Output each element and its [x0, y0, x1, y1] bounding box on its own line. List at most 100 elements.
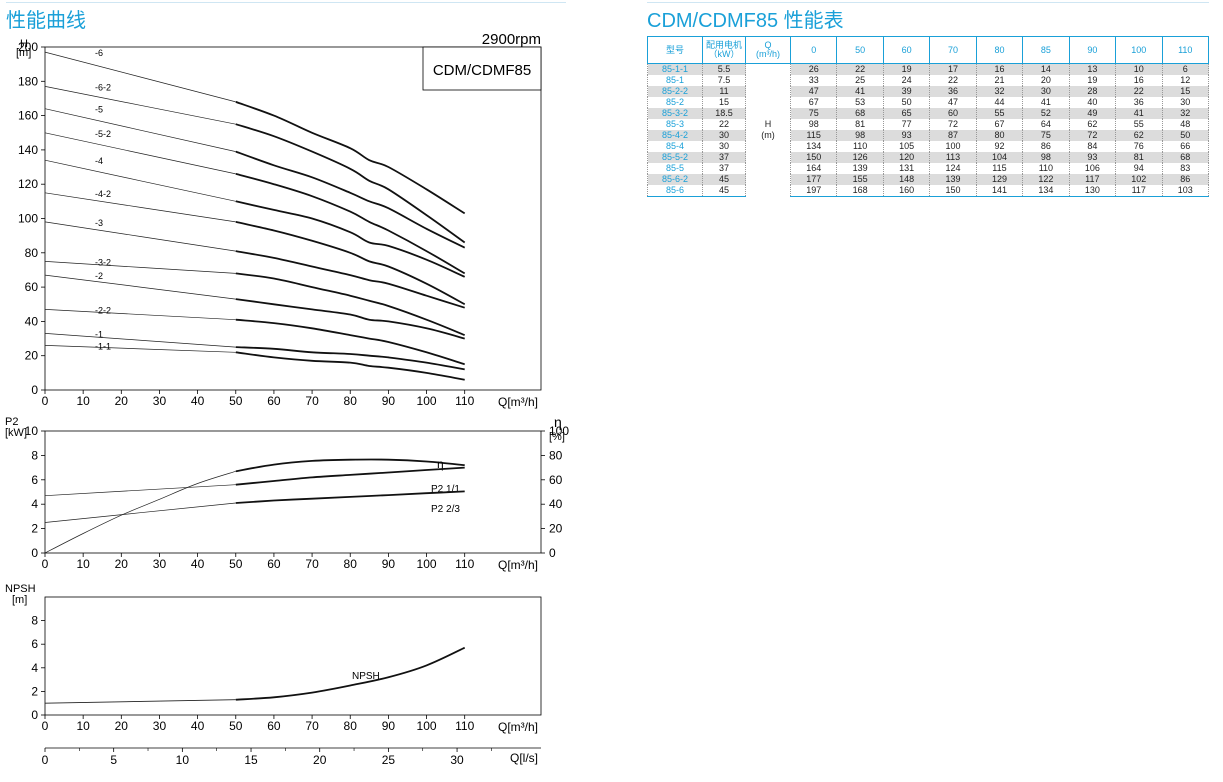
y-tick-label: 120: [18, 177, 38, 191]
hq-curve-idle: [44, 159, 236, 202]
y-tick-label: 8: [31, 448, 38, 462]
motor-kw-cell: 7.5: [702, 75, 746, 86]
head-value-cell: 98: [1022, 152, 1070, 163]
head-value-cell: 75: [1022, 130, 1070, 141]
hq-curve-operating: [235, 173, 466, 275]
x-tick-label: 40: [191, 719, 205, 733]
y2-axis-label: η: [554, 414, 562, 430]
series-label: -1-1: [95, 341, 111, 351]
head-unit: (m): [761, 130, 775, 141]
x-tick-label: 60: [267, 394, 281, 408]
table-row: 85-5 37 164 139 131 124 115 110 106 94 83: [647, 163, 1209, 174]
model-cell: 85-1: [647, 75, 703, 86]
series-label: -4: [95, 156, 103, 166]
x-axis-label: Q[m³/h]: [498, 395, 538, 409]
model-cell: 85-6-2: [647, 174, 703, 185]
y-tick-label: 60: [25, 280, 39, 294]
hq-curve-operating: [235, 250, 465, 309]
head-value-cell: 10: [1115, 63, 1163, 75]
series-label: P2 1/1: [431, 484, 460, 495]
y2-tick-label: 100: [549, 424, 569, 438]
x-tick-label: 30: [153, 719, 167, 733]
head-value-cell: 110: [1022, 163, 1070, 174]
head-value-cell: 150: [929, 185, 977, 197]
header-flow-50: 50: [836, 36, 884, 64]
performance-table: 型号 配用电机 （kW） Q (m³/h) 0 50 60 70 80 85 90 100 110 …: [647, 36, 1209, 197]
head-value-cell: 47: [789, 86, 838, 97]
table-row: 85-2-2 11 47 41 39 36 32 30 28 22 15: [647, 86, 1209, 97]
head-value-cell: 64: [1022, 119, 1070, 130]
head-value-cell: 22: [1115, 86, 1163, 97]
hq-curve-operating: [235, 200, 466, 278]
table-row: 85-6-2 45 177 155 148 139 129 122 117 102 86: [647, 174, 1209, 185]
y2-tick-label: 60: [549, 473, 563, 487]
model-cell: 85-2: [647, 97, 703, 108]
model-cell: 85-3: [647, 119, 703, 130]
y-tick-label: 0: [31, 546, 38, 560]
head-value-cell: 49: [1068, 108, 1117, 119]
head-value-cell: 52: [1022, 108, 1070, 119]
y-tick-label: 0: [31, 383, 38, 397]
head-value-cell: 86: [1022, 141, 1070, 152]
head-label: H: [764, 119, 772, 130]
model-cell: 85-5: [647, 163, 703, 174]
header-q: Q (m³/h): [745, 36, 791, 64]
npsh-curve-idle: [44, 699, 236, 704]
secondary-x-tick-label: 5: [110, 753, 117, 767]
head-value-cell: 102: [1115, 174, 1163, 185]
head-value-cell: 13: [1068, 63, 1117, 75]
x-tick-label: 30: [153, 394, 167, 408]
head-value-cell: 65: [882, 108, 931, 119]
hq-curve-idle: [44, 86, 236, 125]
x-tick-label: 90: [382, 394, 396, 408]
head-value-cell: 197: [789, 185, 838, 197]
header-flow-80: 80: [975, 36, 1024, 64]
table-row: 85-3-2 18.5 75 68 65 60 55 52 49 41 32: [647, 108, 1209, 119]
head-value-cell: 98: [836, 130, 884, 141]
power-curve-operating: [235, 490, 465, 504]
header-flow-70: 70: [929, 36, 977, 64]
head-value-cell: 94: [1115, 163, 1163, 174]
head-unit-cell: H (m): [745, 63, 791, 197]
power-curve-idle: [44, 502, 236, 523]
header-flow-85: 85: [1022, 36, 1070, 64]
x-tick-label: 20: [115, 394, 129, 408]
head-value-cell: 164: [789, 163, 838, 174]
secondary-x-tick-label: 0: [42, 753, 49, 767]
head-value-cell: 113: [929, 152, 977, 163]
hq-curve-idle: [44, 221, 236, 252]
head-value-cell: 16: [1115, 75, 1163, 86]
series-label: -4-2: [95, 189, 111, 199]
head-value-cell: 33: [789, 75, 838, 86]
head-value-cell: 72: [929, 119, 977, 130]
table-row: 85-1 7.5 33 25 24 22 21 20 19 16 12: [647, 75, 1209, 86]
head-value-cell: 129: [975, 174, 1024, 185]
x-tick-label: 100: [417, 719, 437, 733]
head-value-cell: 80: [975, 130, 1024, 141]
head-value-cell: 28: [1068, 86, 1117, 97]
head-value-cell: 106: [1068, 163, 1117, 174]
head-value-cell: 131: [882, 163, 931, 174]
series-label: -1: [95, 329, 103, 339]
head-value-cell: 30: [1022, 86, 1070, 97]
head-value-cell: 67: [789, 97, 838, 108]
head-value-cell: 41: [836, 86, 884, 97]
motor-kw-cell: 18.5: [702, 108, 746, 119]
motor-kw-cell: 30: [702, 130, 746, 141]
x-tick-label: 110: [455, 557, 474, 571]
head-value-cell: 36: [929, 86, 977, 97]
head-value-cell: 110: [836, 141, 884, 152]
y-tick-label: 2: [31, 684, 38, 698]
header-q-unit: (m³/h): [756, 49, 780, 59]
head-value-cell: 68: [836, 108, 884, 119]
header-flow-110: 110: [1161, 36, 1209, 64]
y-tick-label: 2: [31, 522, 38, 536]
series-label: -5: [95, 105, 103, 115]
model-cell: 85-4-2: [647, 130, 703, 141]
head-value-cell: 55: [1115, 119, 1163, 130]
title-rule-left: [6, 2, 566, 3]
head-value-cell: 72: [1068, 130, 1117, 141]
performance-charts: 0 10 20 30 40 50 60 70 80 90 100 110020406080100120…: [5, 31, 569, 767]
header-q-label: Q: [764, 40, 772, 50]
performance-table-title: CDM/CDMF85 性能表: [647, 10, 844, 32]
